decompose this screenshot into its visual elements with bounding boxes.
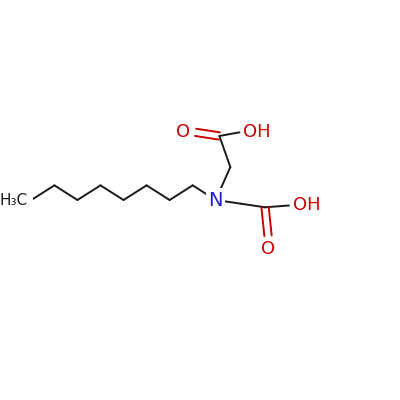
Text: H₃C: H₃C xyxy=(0,192,28,208)
Text: OH: OH xyxy=(292,196,320,214)
Text: O: O xyxy=(176,123,190,141)
Text: O: O xyxy=(261,240,275,258)
Text: N: N xyxy=(208,190,223,210)
Text: OH: OH xyxy=(243,123,271,141)
